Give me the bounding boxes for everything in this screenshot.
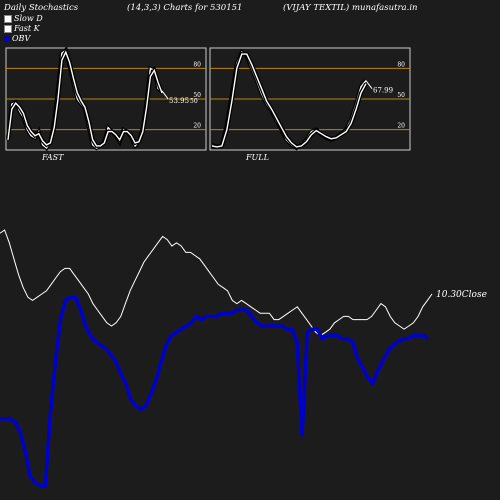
full-stochastic-panel: 20 50 80 67.99 FULL xyxy=(209,47,411,162)
legend-item-fast-k: Fast K xyxy=(4,24,43,34)
last-value-label: 53.95 xyxy=(169,97,189,105)
y-tick-label: 80 xyxy=(193,61,201,68)
last-value-pointer xyxy=(365,80,373,89)
y-tick-label: 50 xyxy=(193,92,201,99)
y-tick-label: 20 xyxy=(397,123,405,130)
legend-label: Slow D xyxy=(14,14,43,23)
price-obv-panel: 10.30Close xyxy=(0,229,487,488)
legend-item-slow-d: Slow D xyxy=(4,14,43,24)
legend-label: Fast K xyxy=(14,24,40,33)
legend-label: OBV xyxy=(12,34,31,43)
legend: Slow D Fast K OBV xyxy=(4,14,43,44)
y-tick-label: 20 xyxy=(193,123,201,130)
white-square-icon xyxy=(4,25,12,33)
y-tick-label: 80 xyxy=(397,61,405,68)
white-square-icon xyxy=(4,15,12,23)
header-title: Daily Stochastics xyxy=(4,3,79,13)
series-line-slow-d xyxy=(7,50,163,147)
blue-dot-icon xyxy=(4,36,10,42)
header-params: (14,3,3) Charts for 530151 xyxy=(127,3,243,13)
close-label: 10.30Close xyxy=(436,290,487,300)
header-source: (VIJAY TEXTIL) munafasutra.in xyxy=(283,3,418,13)
obv-line xyxy=(0,295,429,488)
last-value-pointer xyxy=(161,90,169,100)
legend-item-obv: OBV xyxy=(4,34,43,44)
y-tick-label: 50 xyxy=(397,92,405,99)
panel-title: FAST xyxy=(41,153,64,162)
y-tick-label: 50 xyxy=(190,98,198,105)
last-value-label: 67.99 xyxy=(373,87,393,95)
price-line xyxy=(0,229,433,337)
panel-title: FULL xyxy=(245,153,269,162)
series-line-slow-d xyxy=(211,53,367,148)
